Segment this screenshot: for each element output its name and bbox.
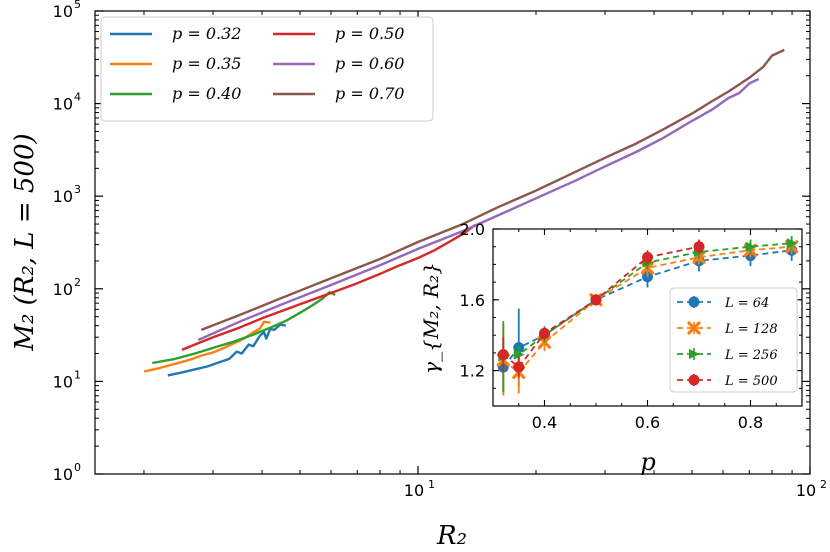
series-line-p-0-32 bbox=[167, 323, 286, 377]
x-tick-exponent: 2 bbox=[820, 478, 827, 491]
legend-label: p = 0.60 bbox=[335, 54, 404, 73]
inset-legend-label: L = 500 bbox=[724, 374, 778, 389]
inset-marker-x bbox=[687, 321, 701, 335]
main-x-axis-label: R₂ bbox=[436, 521, 467, 551]
y-tick-exponent: 2 bbox=[74, 276, 81, 289]
legend-label: p = 0.32 bbox=[172, 24, 241, 43]
inset-y-tick-label: 1.6 bbox=[460, 291, 485, 310]
inset-series bbox=[496, 236, 799, 396]
legend-label: p = 0.70 bbox=[335, 84, 404, 103]
inset-marker-circle bbox=[693, 241, 705, 253]
series-line-p-0-50 bbox=[181, 223, 477, 351]
main-legend: p = 0.32 p = 0.35 p = 0.40 p = 0.50 p = 0.60… bbox=[100, 16, 434, 122]
inset-x-tick-label: 0.8 bbox=[738, 413, 763, 432]
inset-marker-triangle bbox=[745, 241, 757, 252]
inset-series-line-L-256 bbox=[503, 242, 792, 358]
inset-legend-items: L = 64 L = 128 L = 256 L = 500 bbox=[677, 296, 778, 389]
legend-label: p = 0.40 bbox=[172, 84, 241, 103]
inset-x-axis-label: p bbox=[640, 448, 655, 476]
inset-marker-circle bbox=[688, 296, 700, 308]
inset-marker-circle bbox=[590, 294, 602, 306]
inset-marker-circle bbox=[513, 361, 525, 373]
main-series bbox=[143, 48, 785, 377]
inset-marker-circle bbox=[688, 374, 700, 386]
series-line-p-0-70 bbox=[200, 48, 785, 332]
y-tick-exponent: 4 bbox=[74, 91, 81, 104]
inset-series-line-L-128 bbox=[502, 245, 792, 374]
inset-legend-label: L = 256 bbox=[724, 348, 778, 363]
y-tick-label: 10 bbox=[53, 2, 73, 21]
inset-x-tick-label: 0.6 bbox=[635, 413, 660, 432]
inset-plot-frame bbox=[492, 228, 803, 407]
inset-ticks: 0.4 0.6 0.8 1.2 1.6 2.0 bbox=[460, 220, 803, 432]
inset-chart: 0.4 0.6 0.81.21.62.0 p γ_{M₂, R₂} L = 64L … bbox=[419, 220, 803, 476]
y-tick-exponent: 1 bbox=[74, 368, 81, 381]
y-tick-label: 10 bbox=[53, 280, 73, 299]
legend-label: p = 0.35 bbox=[172, 54, 241, 73]
inset-marker-triangle bbox=[689, 349, 700, 359]
main-minor-ticks bbox=[95, 11, 810, 474]
main-legend-items: p = 0.32 p = 0.35 p = 0.40 p = 0.50 p = 0.60… bbox=[110, 24, 404, 103]
series-line-p-0-35 bbox=[143, 320, 271, 373]
y-tick-label: 10 bbox=[53, 372, 73, 391]
series-line-p-0-60 bbox=[197, 77, 760, 342]
inset-series-line-L-500 bbox=[502, 245, 700, 369]
inset-legend-label: L = 128 bbox=[724, 322, 778, 337]
series-line-p-0-40 bbox=[152, 291, 336, 365]
inset-marker-x-stroke bbox=[687, 321, 701, 335]
inset-y-tick-label: 2.0 bbox=[460, 220, 485, 239]
main-x-label-base: R₂ bbox=[436, 521, 467, 551]
legend-label: p = 0.50 bbox=[335, 24, 404, 43]
inset-marker-circle bbox=[497, 349, 509, 361]
x-tick-label: 10 bbox=[404, 481, 424, 500]
y-tick-label: 10 bbox=[53, 187, 73, 206]
inset-marker-circle bbox=[539, 327, 550, 339]
inset-series-line-L-64 bbox=[502, 249, 792, 368]
inset-marker-circle bbox=[642, 251, 653, 263]
inset-y-axis-label: γ_{M₂, R₂} bbox=[419, 262, 443, 374]
y-tick-label: 10 bbox=[53, 465, 73, 484]
inset-legend-frame bbox=[669, 287, 798, 393]
main-legend-frame bbox=[100, 16, 434, 122]
y-tick-exponent: 3 bbox=[74, 183, 81, 196]
main-y-axis-label: M₂ (R₂, L = 500) bbox=[10, 133, 40, 351]
y-tick-exponent: 0 bbox=[74, 461, 81, 474]
main-plot-frame bbox=[94, 10, 811, 475]
x-tick-label: 10 bbox=[796, 481, 816, 500]
inset-y-tick-label: 1.2 bbox=[460, 362, 485, 381]
inset-x-tick-label: 0.4 bbox=[532, 413, 557, 432]
y-tick-label: 10 bbox=[53, 95, 73, 114]
inset-legend-label: L = 64 bbox=[724, 296, 769, 311]
x-tick-exponent: 1 bbox=[428, 478, 435, 491]
inset-marker-triangle bbox=[513, 349, 525, 360]
inset-marker-triangle bbox=[786, 238, 798, 249]
y-tick-exponent: 5 bbox=[74, 0, 81, 11]
